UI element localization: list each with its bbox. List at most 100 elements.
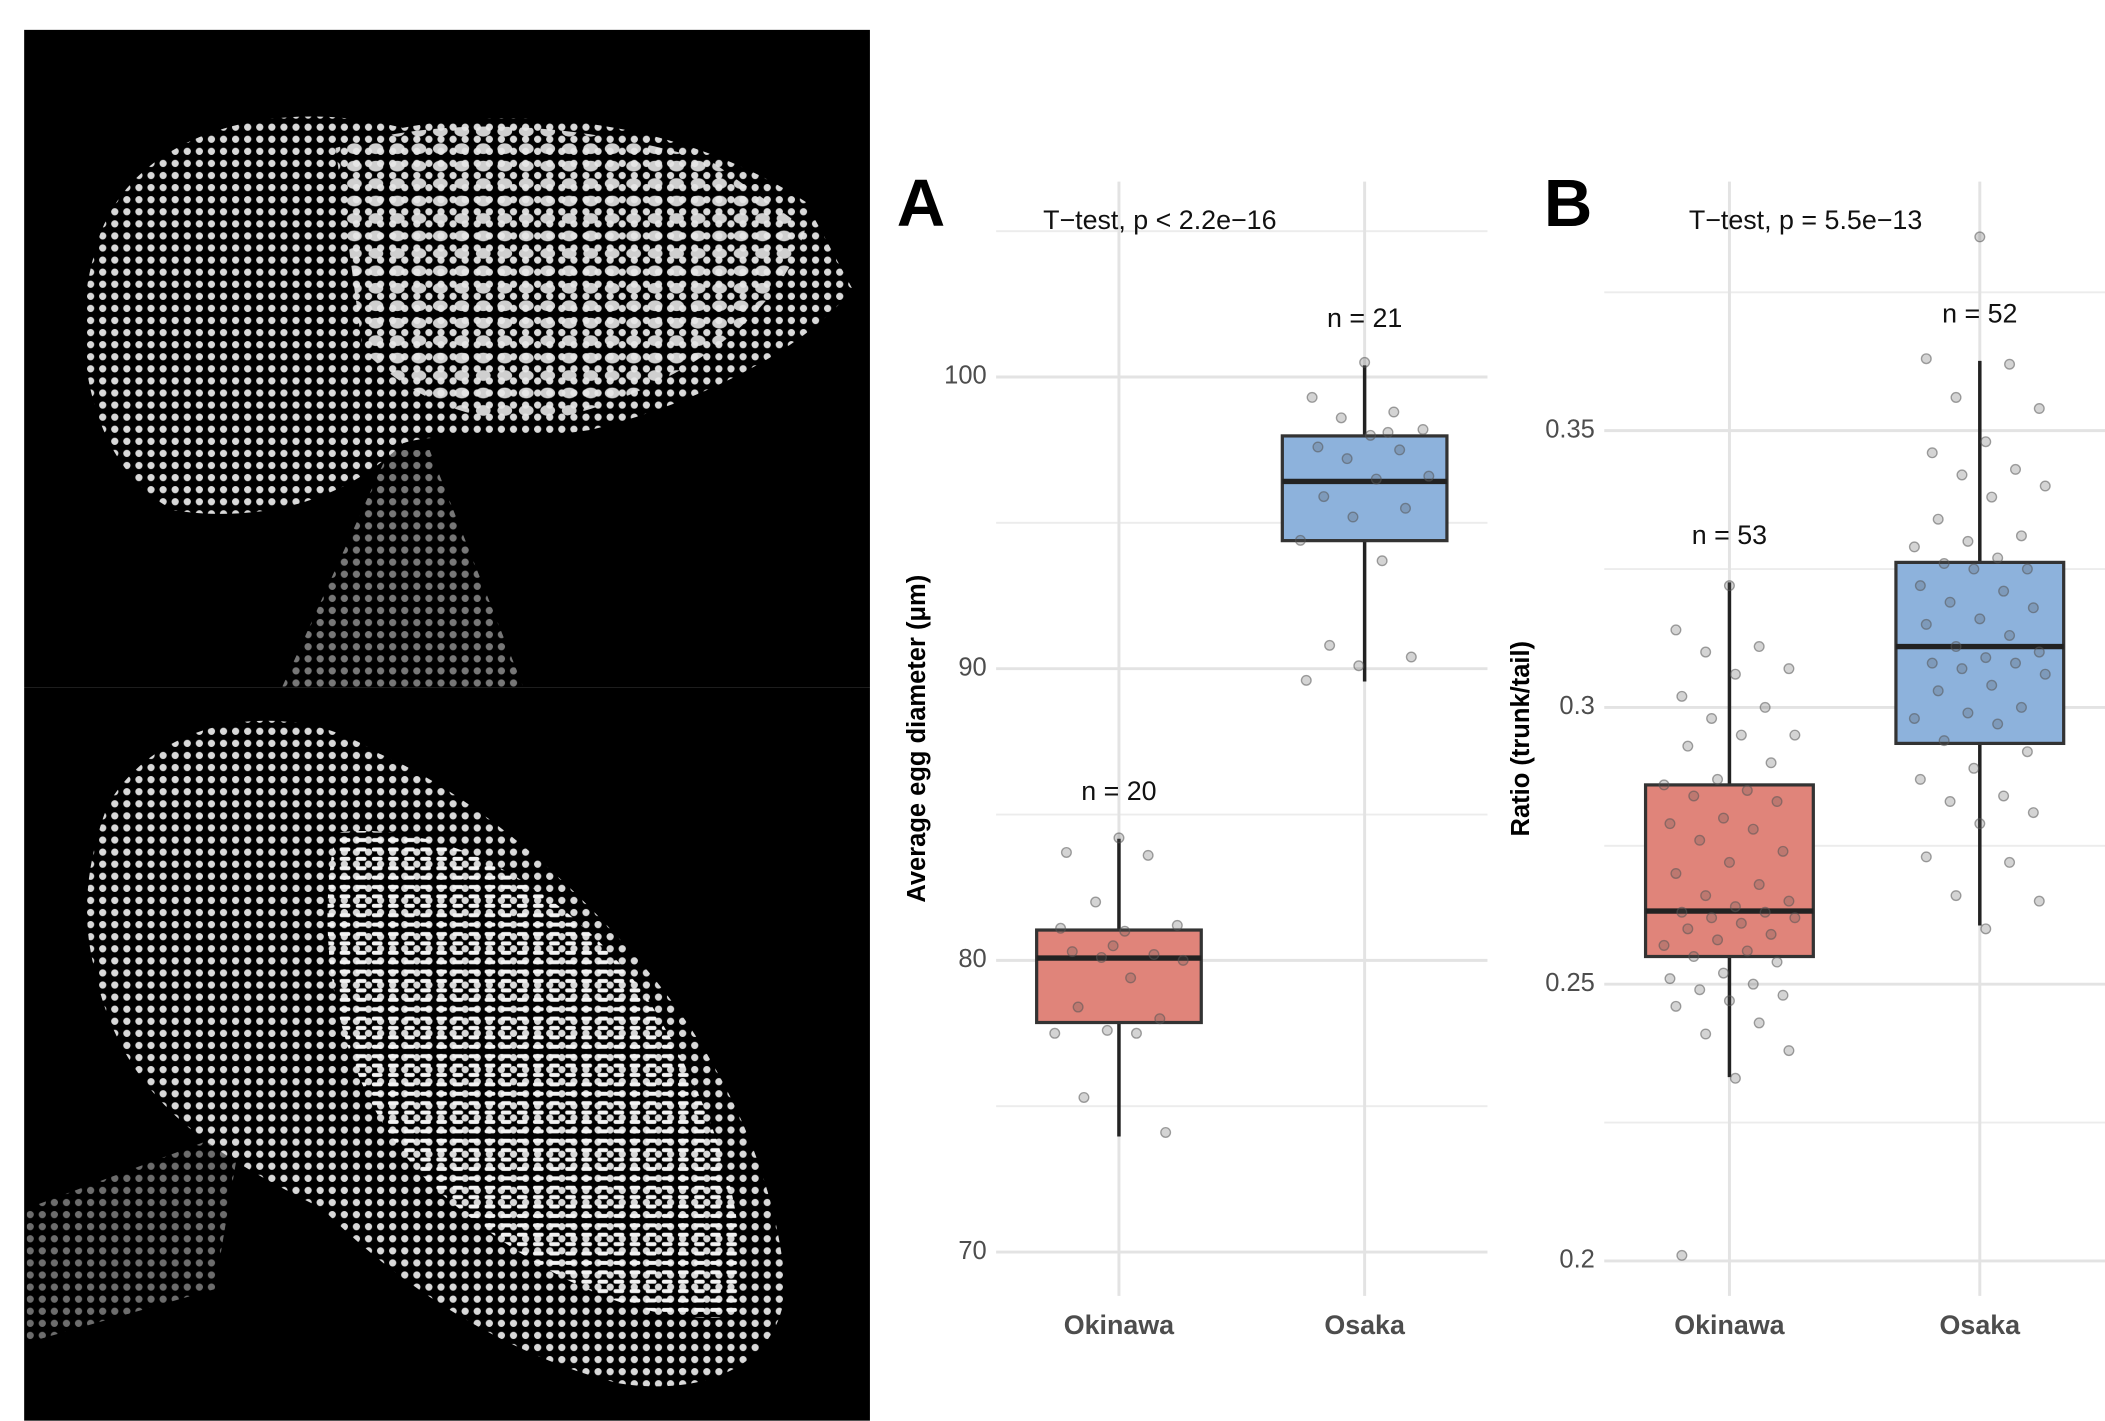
- point: [1296, 536, 1306, 546]
- point: [1377, 556, 1387, 566]
- point: [1371, 474, 1381, 484]
- point: [1050, 1028, 1060, 1038]
- point: [1354, 661, 1364, 671]
- point: [1975, 819, 1985, 829]
- x-tick-label: Okinawa: [1674, 1310, 1785, 1340]
- point: [1957, 664, 1967, 674]
- point: [1659, 941, 1669, 951]
- point: [1731, 1073, 1741, 1083]
- point: [2017, 703, 2027, 713]
- point: [1313, 442, 1323, 452]
- point: [1790, 730, 1800, 740]
- point: [1939, 736, 1949, 746]
- point: [1945, 797, 1955, 807]
- point: [1665, 819, 1675, 829]
- point: [1981, 653, 1991, 663]
- point: [1981, 437, 1991, 447]
- point: [1079, 1093, 1089, 1103]
- n-label: n = 21: [1327, 303, 1402, 333]
- point: [1671, 1001, 1681, 1011]
- y-tick-label: 90: [958, 653, 986, 681]
- point: [1178, 956, 1188, 966]
- point: [2023, 747, 2033, 757]
- point: [2040, 481, 2050, 491]
- point: [1754, 642, 1764, 652]
- point: [2034, 647, 2044, 657]
- point: [1677, 1251, 1687, 1261]
- point: [1114, 833, 1124, 843]
- micrograph-bottom: [24, 688, 870, 1421]
- point: [1707, 913, 1717, 923]
- point: [1933, 686, 1943, 696]
- point: [1951, 642, 1961, 652]
- point: [1766, 930, 1776, 940]
- point: [1120, 926, 1130, 936]
- y-tick-label: 0.2: [1559, 1246, 1594, 1274]
- y-tick-label: 80: [958, 945, 986, 973]
- point: [1067, 947, 1077, 957]
- point: [1772, 957, 1782, 967]
- point: [1742, 946, 1752, 956]
- point: [1301, 676, 1311, 686]
- point: [1424, 471, 1434, 481]
- point: [1360, 358, 1370, 368]
- point: [1927, 448, 1937, 458]
- point: [2029, 808, 2039, 818]
- point: [1336, 413, 1346, 423]
- point: [1701, 891, 1711, 901]
- point: [1389, 407, 1399, 417]
- point: [1737, 918, 1747, 928]
- point: [1665, 974, 1675, 984]
- point: [1916, 581, 1926, 591]
- point: [1097, 953, 1107, 963]
- point: [1713, 775, 1723, 785]
- point: [1981, 924, 1991, 934]
- point: [1683, 924, 1693, 934]
- panel-label: B: [1544, 166, 1592, 241]
- y-tick-label: 0.35: [1545, 415, 1595, 443]
- point: [1108, 941, 1118, 951]
- chart-title: T−test, p < 2.2e−16: [1043, 205, 1276, 235]
- point: [2011, 465, 2021, 475]
- x-tick-label: Okinawa: [1064, 1310, 1175, 1340]
- point: [1725, 581, 1735, 591]
- point: [2034, 896, 2044, 906]
- point: [1778, 847, 1788, 857]
- point: [1993, 719, 2003, 729]
- point: [1342, 454, 1352, 464]
- point: [1132, 1028, 1142, 1038]
- point: [2005, 359, 2015, 369]
- point: [1091, 897, 1101, 907]
- point: [1155, 1014, 1165, 1024]
- point: [1963, 708, 1973, 718]
- point: [1784, 664, 1794, 674]
- n-label: n = 20: [1081, 776, 1156, 806]
- panel-label: A: [897, 166, 945, 241]
- point: [1677, 692, 1687, 702]
- point: [1742, 786, 1752, 796]
- point: [1999, 791, 2009, 801]
- box: [1282, 436, 1447, 541]
- point: [1987, 680, 1997, 690]
- point: [1348, 512, 1358, 522]
- point: [2034, 404, 2044, 414]
- point: [1921, 852, 1931, 862]
- point: [1056, 923, 1066, 933]
- point: [1161, 1128, 1171, 1138]
- point: [1731, 902, 1741, 912]
- point: [1910, 542, 1920, 552]
- point: [1921, 354, 1931, 364]
- point: [1754, 1018, 1764, 1028]
- point: [1945, 597, 1955, 607]
- box: [1037, 930, 1202, 1022]
- point: [1993, 553, 2003, 563]
- point: [2005, 631, 2015, 641]
- point: [1784, 1046, 1794, 1056]
- point: [1406, 652, 1416, 662]
- point: [1395, 445, 1405, 455]
- point: [1987, 492, 1997, 502]
- y-axis-label: Ratio (trunk/tail): [1507, 641, 1535, 837]
- point: [1725, 996, 1735, 1006]
- point: [1689, 952, 1699, 962]
- point: [1939, 559, 1949, 569]
